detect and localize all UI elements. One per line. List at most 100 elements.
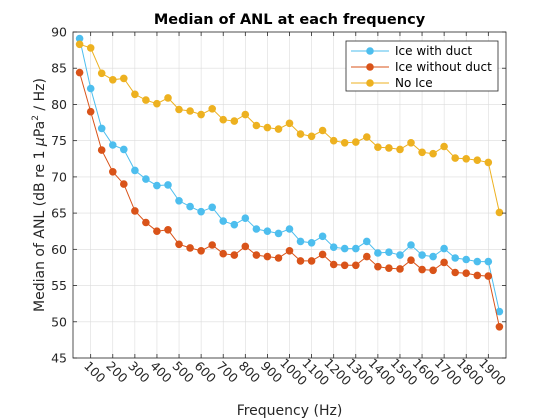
data-point-no-ice [241,110,250,119]
ticks [73,31,506,359]
legend-marker-no-ice [366,79,374,87]
y-axis-label-mu: μ [32,137,48,147]
y-tick-label: 60 [51,242,67,257]
data-point-no-ice [120,74,128,83]
data-point-ice-without-duct [109,168,117,176]
data-point-ice-with-duct [374,249,382,257]
data-point-ice-without-duct [462,269,471,278]
data-point-ice-without-duct [495,323,504,331]
data-point-no-ice [131,90,139,99]
data-point-ice-with-duct [120,145,128,154]
data-point-ice-with-duct [208,203,216,212]
y-tick-label: 75 [51,133,67,148]
data-point-ice-with-duct [296,237,305,246]
data-point-ice-without-duct [374,262,382,271]
y-axis-label-exponent: 2 [31,115,41,121]
data-point-ice-with-duct [197,207,205,216]
data-point-ice-with-duct [219,217,227,225]
data-point-ice-without-duct [440,258,448,267]
data-point-no-ice [462,155,471,163]
data-point-no-ice [329,136,338,145]
data-point-ice-without-duct [407,256,415,265]
data-point-no-ice [484,158,493,167]
data-point-ice-with-duct [418,251,426,259]
y-axis-label: Median of ANL (dB re 1 μPa2 / Hz) [31,78,48,312]
data-point-ice-with-duct [363,237,371,246]
y-tick-label: 55 [51,278,67,293]
data-point-ice-without-duct [131,207,139,215]
data-point-ice-with-duct [186,202,194,211]
data-point-ice-without-duct [396,265,404,273]
data-point-ice-without-duct [252,251,261,259]
data-point-ice-with-duct [407,241,415,249]
y-tick-label: 70 [51,169,67,184]
y-axis-label-tail: / Hz) [32,78,48,115]
data-point-ice-without-duct [75,68,84,77]
data-point-no-ice [252,121,261,130]
y-tick-label: 80 [51,97,67,112]
data-point-ice-without-duct [142,218,150,227]
data-point-ice-with-duct [462,255,471,264]
data-point-ice-without-duct [318,250,327,259]
data-point-ice-with-duct [263,227,272,235]
data-point-ice-with-duct [352,244,360,253]
data-point-no-ice [75,40,84,49]
data-point-ice-with-duct [385,248,393,256]
legend-marker-ice-without-duct [366,63,374,71]
legend-label-ice-with-duct: Ice with duct [395,44,472,58]
data-point-no-ice [418,148,426,157]
data-point-ice-with-duct [307,239,316,247]
data-point-no-ice [208,105,216,113]
legend-label-no-ice: No Ice [395,76,433,90]
x-axis-label: Frequency (Hz) [237,403,343,419]
data-point-ice-with-duct [241,214,250,222]
data-point-ice-with-duct [252,225,261,233]
data-point-no-ice [318,126,327,135]
data-point-ice-without-duct [186,244,194,252]
data-point-no-ice [385,144,393,152]
data-point-no-ice [274,125,283,133]
data-point-ice-with-duct [75,34,84,43]
grid [73,31,506,359]
data-point-ice-without-duct [97,146,106,154]
data-point-ice-without-duct [352,261,360,270]
data-point-no-ice [407,139,415,147]
data-point-ice-without-duct [219,249,227,258]
data-point-ice-without-duct [340,261,349,270]
data-point-ice-without-duct [120,180,128,188]
data-point-ice-without-duct [329,260,338,269]
data-point-ice-with-duct [109,141,117,149]
data-point-no-ice [296,130,305,138]
data-point-ice-with-duct [153,181,161,190]
data-point-no-ice [473,156,482,164]
data-point-no-ice [263,123,272,132]
y-tick-label: 50 [51,314,67,329]
legend: Ice with duct Ice without duct No Ice [345,40,499,92]
legend-label-ice-without-duct: Ice without duct [395,60,492,74]
data-point-no-ice [86,44,95,52]
data-point-ice-without-duct [385,264,393,273]
data-point-ice-without-duct [429,266,437,275]
series-layer [75,34,504,331]
data-point-ice-with-duct [329,243,338,251]
data-point-no-ice [164,94,172,102]
data-point-ice-without-duct [197,247,205,255]
data-point-ice-with-duct [230,220,239,229]
data-point-ice-without-duct [451,268,460,277]
data-point-no-ice [175,105,183,114]
data-point-no-ice [451,154,460,162]
data-point-ice-with-duct [429,252,437,261]
data-point-ice-without-duct [274,254,283,262]
data-point-ice-without-duct [285,247,294,255]
data-point-ice-without-duct [208,241,216,249]
data-point-ice-with-duct [495,307,504,316]
data-point-no-ice [440,142,448,151]
data-point-ice-without-duct [363,252,371,261]
y-tick-label: 85 [51,61,67,76]
data-point-no-ice [352,138,360,146]
data-point-no-ice [374,143,382,151]
data-point-ice-without-duct [296,257,305,265]
data-point-no-ice [97,69,106,78]
data-point-ice-with-duct [86,84,95,93]
